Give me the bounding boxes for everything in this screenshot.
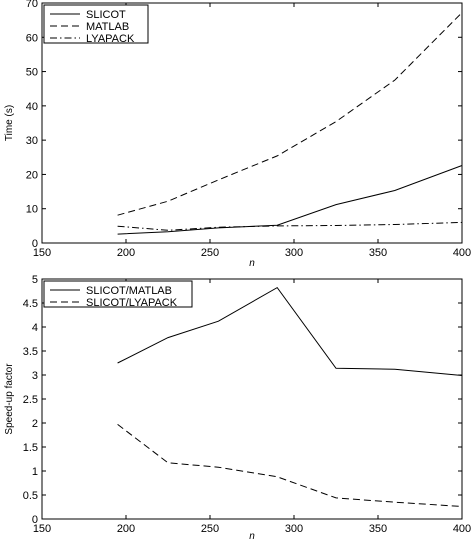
top-y-axis-label: Time (s) [4,105,15,141]
x-tick-label: 150 [33,523,51,535]
y-tick-label: 60 [26,32,38,44]
legend-label: SLICOT/LYAPACK [86,297,178,309]
y-tick-label: 0 [32,514,38,526]
y-tick-label: 2 [32,418,38,430]
x-tick-label: 150 [33,247,51,259]
series-line-slicot-matlab [117,286,463,376]
y-tick-label: 70 [26,0,38,10]
legend-box [43,280,193,308]
series-line-lyapack [117,221,463,231]
bottom-chart-panel: 150 200 250 300 350 40000.511.522.533.544.55 … [4,274,471,540]
top-x-axis-label: n [249,258,255,269]
bottom-series [117,286,463,507]
legend-label: LYAPACK [86,33,135,45]
series-line-matlab [117,12,463,216]
x-tick-label: 300 [285,247,303,259]
x-tick-label: 350 [369,523,387,535]
y-tick-label: 40 [26,101,38,113]
bottom-y-axis-label: Speed-up factor [4,363,15,435]
y-tick-label: 30 [26,135,38,147]
bottom-ticks: 150 200 250 300 350 400 0 0.5 1 1.5 2 2.5 3 3.5 4 4.5 5 [23,274,471,535]
legend-label: SLICOT [86,9,126,21]
y-tick-label: 0.5 [23,490,38,502]
x-tick-label: 200 [117,247,135,259]
x-tick-label: 400 [453,523,471,535]
y-tick-label: 3 [32,370,38,382]
top-series [117,12,463,235]
y-tick-label: 20 [26,169,38,181]
y-tick-label: 0 [32,238,38,250]
y-tick-label: 2.5 [23,394,38,406]
y-tick-label: 4 [32,322,38,334]
series-line-slicot [117,165,463,235]
y-tick-label: 4.5 [23,298,38,310]
x-tick-label: 200 [117,523,135,535]
top-ticks: 150 200 250 300 350 400 0 10 20 30 40 50 60 70 [26,0,471,259]
y-tick-label: 5 [32,274,38,286]
x-tick-label: 350 [369,247,387,259]
x-tick-label: 250 [201,247,219,259]
y-tick-label: 1 [32,466,38,478]
y-tick-label: 1.5 [23,442,38,454]
y-tick-label: 3.5 [23,346,38,358]
bottom-plot-frame [41,278,463,520]
x-tick-label: 250 [201,523,219,535]
y-tick-label: 50 [26,67,38,79]
bottom-x-axis-label: n [249,531,255,540]
top-chart-panel: 150 200 250 300 350 400 0 10 20 30 40 50 60 70 Time (… [4,0,471,269]
legend-label: MATLAB [86,21,129,33]
legend-label: SLICOT/MATLAB [86,285,172,297]
x-tick-label: 400 [453,247,471,259]
legend-box [43,4,149,44]
x-tick-label: 300 [285,523,303,535]
y-tick-label: 10 [26,204,38,216]
